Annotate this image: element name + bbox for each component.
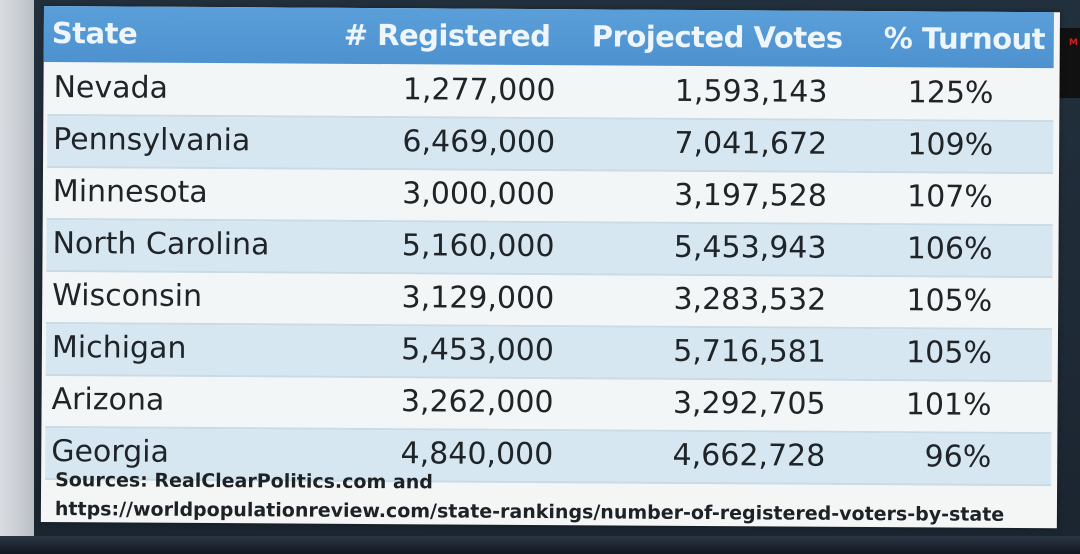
- cell-state: Arizona: [51, 382, 165, 418]
- cell-projected: 4,662,728: [672, 437, 826, 474]
- cell-state: Minnesota: [52, 174, 208, 211]
- cell-registered: 1,277,000: [402, 72, 556, 109]
- cell-state: Wisconsin: [52, 278, 203, 314]
- cell-turnout: 105%: [906, 283, 993, 319]
- cell-state: Georgia: [51, 434, 170, 470]
- cell-turnout: 107%: [906, 179, 993, 215]
- table-row: Minnesota 3,000,000 3,197,528 107%: [46, 168, 1053, 227]
- sources-url: https://worldpopulationreview.com/state-…: [54, 498, 1005, 526]
- table-header: State # Registered Projected Votes % Tur…: [43, 6, 1054, 69]
- table-row: Michigan 5,453,000 5,716,581 105%: [45, 324, 1053, 383]
- cell-projected: 3,197,528: [674, 177, 827, 214]
- monitor-bezel-left: [0, 0, 34, 554]
- cell-projected: 5,453,943: [673, 229, 827, 266]
- cell-turnout: 109%: [907, 127, 994, 163]
- cell-projected: 3,283,532: [673, 281, 827, 318]
- cell-turnout: 106%: [906, 231, 993, 267]
- cell-turnout: 105%: [906, 335, 993, 371]
- cell-turnout: 101%: [905, 387, 992, 423]
- header-state: State: [51, 16, 138, 51]
- cell-state: Nevada: [53, 70, 169, 106]
- cell-registered: 3,262,000: [400, 384, 554, 421]
- table-row: Arizona 3,262,000 3,292,705 101%: [45, 376, 1052, 435]
- spreadsheet-table: State # Registered Projected Votes % Tur…: [40, 6, 1060, 530]
- cell-registered: 6,469,000: [402, 124, 556, 161]
- cell-projected: 5,716,581: [673, 333, 827, 370]
- table-row: Pennsylvania 6,469,000 7,041,672 109%: [47, 116, 1054, 175]
- table-body: Nevada 1,277,000 1,593,143 125% Pennsylv…: [45, 64, 1054, 487]
- cell-projected: 3,292,705: [672, 385, 826, 422]
- cell-projected: 1,593,143: [674, 73, 828, 110]
- cell-registered: 5,160,000: [401, 228, 555, 265]
- header-projected-votes: Projected Votes: [591, 19, 843, 55]
- cell-registered: 3,000,000: [402, 176, 555, 213]
- sources-note: Sources: RealClearPolitics.com and https…: [55, 466, 1005, 530]
- table-row: Nevada 1,277,000 1,593,143 125%: [47, 64, 1054, 123]
- cell-state: Michigan: [51, 330, 187, 366]
- cell-turnout: 96%: [924, 439, 992, 475]
- cell-registered: 4,840,000: [400, 436, 554, 473]
- cell-state: North Carolina: [52, 226, 270, 263]
- monitor-bezel-bottom: [0, 536, 1080, 554]
- cell-turnout: 125%: [907, 75, 994, 111]
- header-registered: # Registered: [343, 17, 551, 54]
- cell-registered: 5,453,000: [401, 332, 555, 369]
- table-row: Wisconsin 3,129,000 3,283,532 105%: [46, 272, 1053, 331]
- edge-window-fragment: M: [1056, 28, 1080, 98]
- cell-projected: 7,041,672: [674, 125, 828, 162]
- header-turnout: % Turnout: [883, 21, 1046, 57]
- cell-registered: 3,129,000: [401, 280, 555, 317]
- table-row: North Carolina 5,160,000 5,453,943 106%: [46, 220, 1053, 279]
- cell-state: Pennsylvania: [53, 122, 251, 159]
